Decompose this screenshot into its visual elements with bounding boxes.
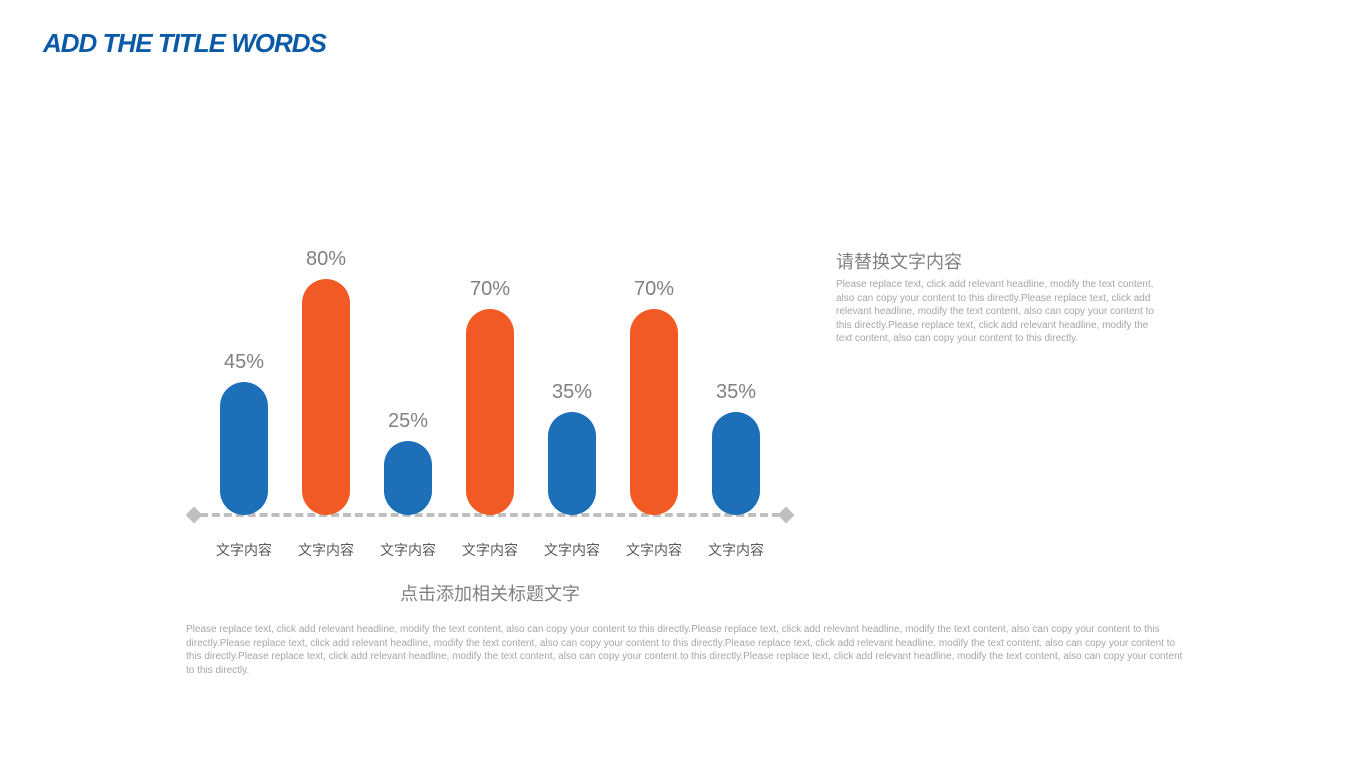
bar-shape <box>630 309 678 516</box>
bar-group: 45% 80% 25% 70% 35% 70% 35% <box>220 195 760 515</box>
bar-0: 45% <box>220 382 268 515</box>
x-label: 文字内容 <box>214 540 274 560</box>
bar-2: 25% <box>384 441 432 515</box>
bottom-body: Please replace text, click add relevant … <box>186 623 1186 677</box>
side-body: Please replace text, click add relevant … <box>836 278 1166 346</box>
bar-value-label: 35% <box>686 381 786 404</box>
bar-value-label: 80% <box>276 248 376 271</box>
bar-3: 70% <box>466 309 514 516</box>
x-label: 文字内容 <box>706 540 766 560</box>
x-label: 文字内容 <box>624 540 684 560</box>
chart-caption: 点击添加相关标题文字 <box>200 580 780 606</box>
page-title: ADD THE TITLE WORDS <box>43 28 326 59</box>
bar-1: 80% <box>302 279 350 515</box>
bar-shape <box>384 441 432 515</box>
x-label: 文字内容 <box>542 540 602 560</box>
side-text-block: 请替换文字内容 Please replace text, click add r… <box>836 248 1166 346</box>
x-label: 文字内容 <box>460 540 520 560</box>
bar-shape <box>302 279 350 515</box>
bar-4: 35% <box>548 412 596 515</box>
bar-value-label: 25% <box>358 410 458 433</box>
side-title: 请替换文字内容 <box>836 248 1166 274</box>
bar-value-label: 70% <box>440 278 540 301</box>
bar-value-label: 45% <box>194 351 294 374</box>
x-label: 文字内容 <box>296 540 356 560</box>
bar-shape <box>466 309 514 516</box>
bar-chart: 45% 80% 25% 70% 35% 70% 35% 文字内容 文字内 <box>200 195 780 525</box>
bar-shape <box>220 382 268 515</box>
bar-6: 35% <box>712 412 760 515</box>
bar-shape <box>548 412 596 515</box>
bar-shape <box>712 412 760 515</box>
x-axis-labels: 文字内容 文字内容 文字内容 文字内容 文字内容 文字内容 文字内容 <box>220 540 760 560</box>
bar-5: 70% <box>630 309 678 516</box>
bar-value-label: 70% <box>604 278 704 301</box>
bar-value-label: 35% <box>522 381 622 404</box>
x-label: 文字内容 <box>378 540 438 560</box>
